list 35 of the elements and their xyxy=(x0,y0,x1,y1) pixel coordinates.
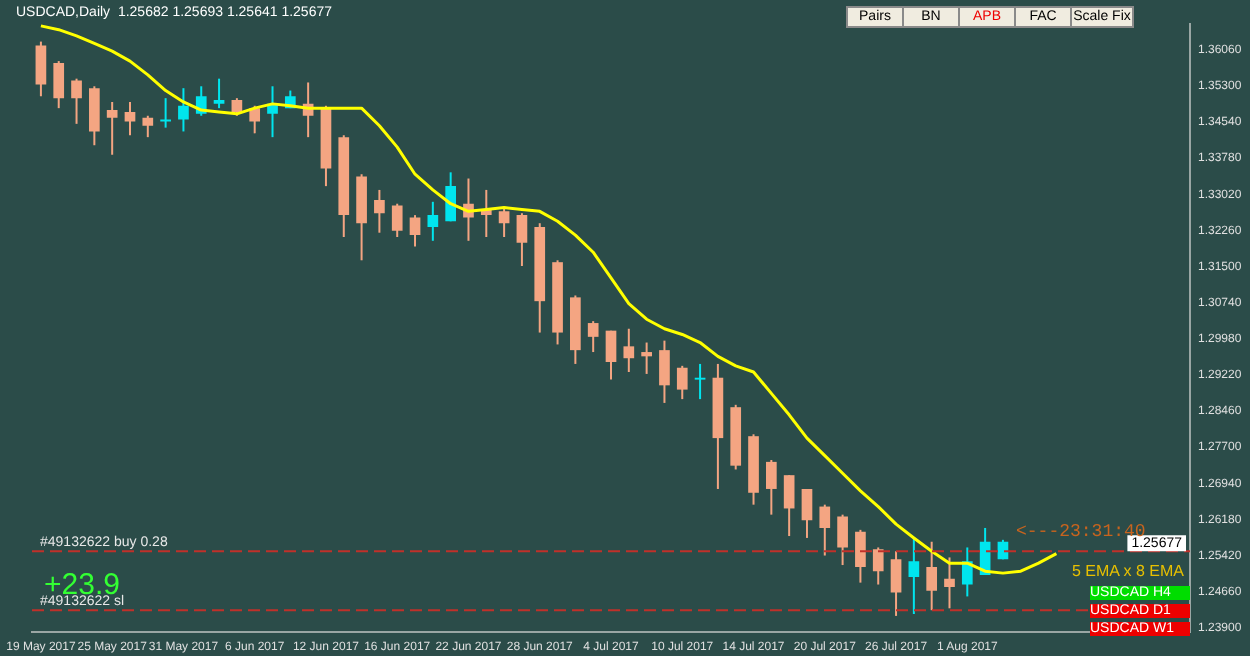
candlestick xyxy=(142,114,154,139)
candlestick xyxy=(106,100,118,156)
candlestick xyxy=(890,550,902,617)
candlestick xyxy=(356,173,367,262)
annotation: 5 EMA x 8 EMA xyxy=(1072,562,1185,580)
candlestick xyxy=(837,513,848,567)
candlestick xyxy=(498,206,510,238)
candlestick xyxy=(35,40,47,98)
candlestick xyxy=(641,341,652,375)
candlestick xyxy=(409,214,421,248)
candlestick xyxy=(872,546,884,586)
candlestick xyxy=(391,202,403,238)
candlestick xyxy=(178,87,189,133)
candlestick xyxy=(659,339,670,404)
candlestick xyxy=(855,528,866,584)
candlestick xyxy=(53,60,65,110)
candlestick xyxy=(944,556,955,610)
candlestick xyxy=(961,546,973,598)
candlestick xyxy=(676,364,688,401)
candlestick xyxy=(587,320,599,354)
candlestick xyxy=(71,77,82,125)
candlestick xyxy=(694,362,706,401)
candlestick xyxy=(765,458,777,516)
candlestick xyxy=(623,327,635,374)
candlestick xyxy=(801,487,813,539)
candlestick xyxy=(783,474,795,538)
candlestick xyxy=(926,540,938,612)
candlestick xyxy=(819,503,831,557)
candlestick xyxy=(213,77,225,110)
candlestick xyxy=(908,536,920,616)
candlestick xyxy=(427,200,439,242)
candlestick xyxy=(516,212,528,267)
candlestick xyxy=(374,188,385,234)
candlestick xyxy=(89,85,100,147)
candlestick xyxy=(605,329,617,381)
